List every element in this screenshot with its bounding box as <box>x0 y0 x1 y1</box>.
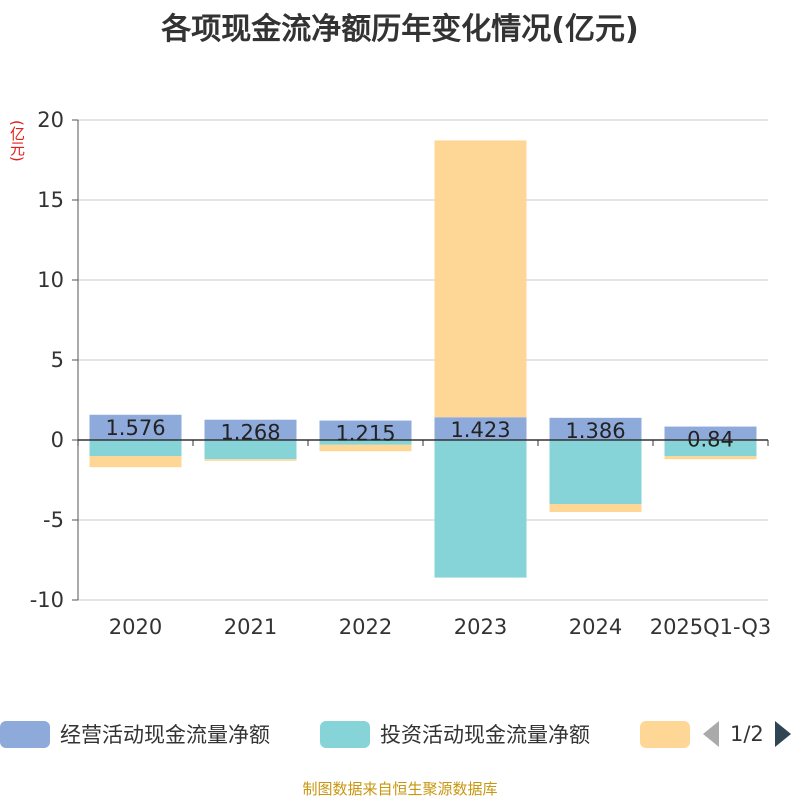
bar-2020-series-1 <box>89 414 182 440</box>
legend-swatch-operating <box>0 720 50 748</box>
legend-label-investing: 投资活动现金流量净额 <box>380 723 590 747</box>
bar-2021-series-3 <box>204 459 297 461</box>
bar-2024-series-2 <box>549 440 642 504</box>
legend-swatch-financing <box>640 720 690 748</box>
bar-2020-series-2 <box>89 440 182 456</box>
next-page-icon[interactable] <box>774 720 792 748</box>
y-tick-label: 20 <box>37 108 64 132</box>
legend-item-operating[interactable]: 经营活动现金流量净额 <box>0 714 270 754</box>
y-tick-label: 5 <box>51 348 64 372</box>
bar-2025Q1-Q3-series-1 <box>664 426 757 440</box>
legend: 经营活动现金流量净额 投资活动现金流量净额 1/2 <box>0 714 800 754</box>
data-source-note: 制图数据来自恒生聚源数据库 <box>302 780 498 798</box>
x-category-label: 2021 <box>224 615 277 639</box>
bar-2024-series-3 <box>549 504 642 512</box>
x-category-label: 2024 <box>569 615 622 639</box>
bar-2020-series-3 <box>89 456 182 468</box>
bar-2021-series-1 <box>204 419 297 440</box>
legend-label-operating: 经营活动现金流量净额 <box>60 723 270 747</box>
bar-2025Q1-Q3-series-3 <box>664 456 757 460</box>
legend-page-indicator: 1/2 <box>730 722 764 746</box>
bar-2023-series-2 <box>434 440 527 578</box>
bar-2022-series-2 <box>319 440 412 445</box>
bar-2024-series-1 <box>549 417 642 440</box>
x-category-label: 2020 <box>109 615 162 639</box>
y-tick-label: 0 <box>51 428 64 452</box>
chart-title: 各项现金流净额历年变化情况(亿元) <box>161 12 639 47</box>
bar-chart: -10 -5 0 5 10 15 20 1.576 1.268 1.215 1.423 1.386 0.… <box>30 108 772 639</box>
bar-2023-series-1 <box>434 417 527 440</box>
data-label-2024: 1.386 <box>565 419 625 443</box>
bar-2022-series-3 <box>319 444 412 452</box>
data-label-2020: 1.576 <box>105 416 165 440</box>
x-category-label: 2025Q1-Q3 <box>650 615 772 639</box>
prev-page-icon[interactable] <box>702 720 720 748</box>
y-axis-unit-label: (亿元) <box>8 120 26 162</box>
bar-2023-series-3 <box>434 140 527 418</box>
legend-item-investing[interactable]: 投资活动现金流量净额 <box>320 714 590 754</box>
y-tick-label: -5 <box>43 508 64 532</box>
data-label-2021: 1.268 <box>220 421 280 445</box>
legend-item-financing[interactable] <box>640 714 690 754</box>
bar-2025Q1-Q3-series-2 <box>664 440 757 456</box>
x-category-label: 2022 <box>339 615 392 639</box>
bar-2022-series-1 <box>319 420 412 440</box>
legend-swatch-investing <box>320 720 370 748</box>
y-tick-label: 10 <box>37 268 64 292</box>
data-label-2022: 1.215 <box>335 422 395 446</box>
data-label-2025Q1-Q3: 0.84 <box>687 428 734 452</box>
data-label-2023: 1.423 <box>450 418 510 442</box>
x-category-label: 2023 <box>454 615 507 639</box>
legend-pager: 1/2 <box>702 714 792 754</box>
y-tick-label: 15 <box>37 188 64 212</box>
bar-2021-series-2 <box>204 440 297 460</box>
y-tick-label: -10 <box>30 588 64 612</box>
